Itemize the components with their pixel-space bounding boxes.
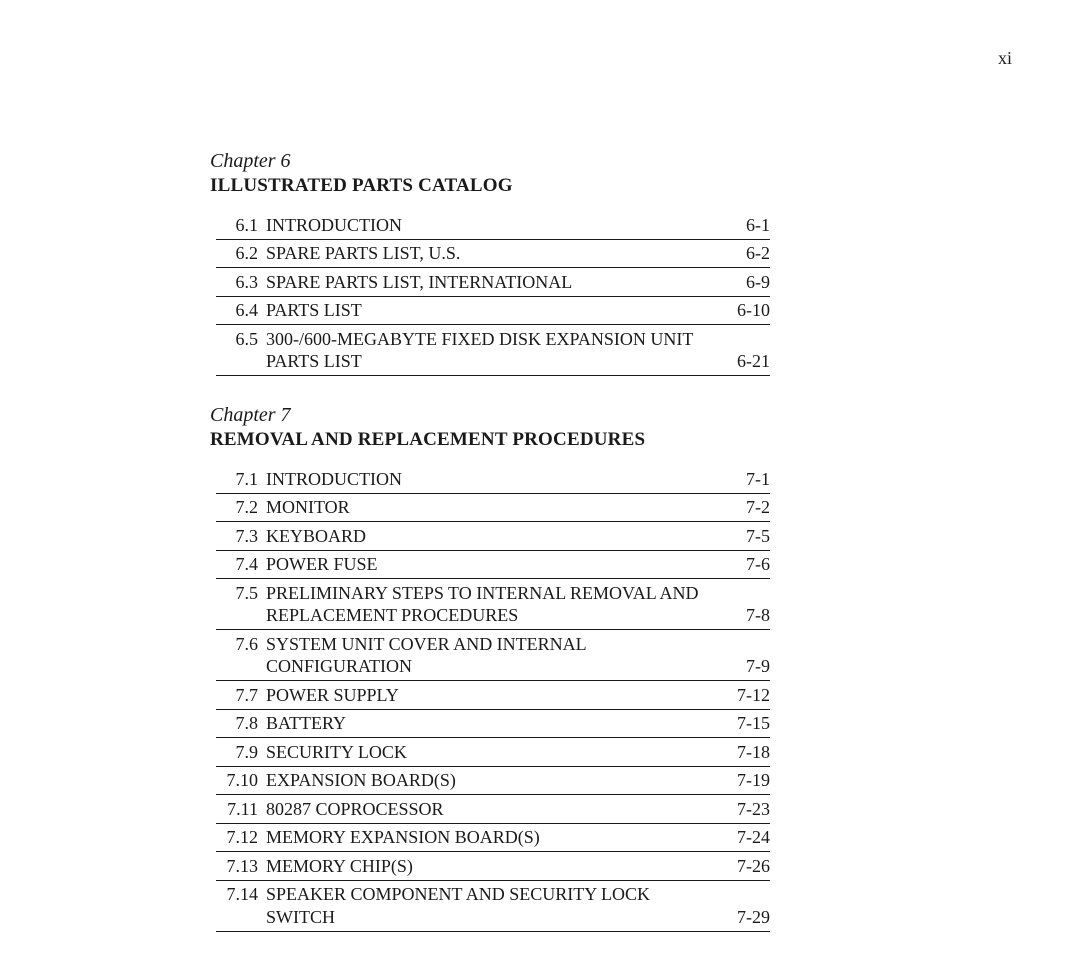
toc-entry-page: 7-5 bbox=[720, 525, 770, 548]
toc-entry-page: 6-10 bbox=[720, 299, 770, 322]
toc-entry-number: 7.13 bbox=[216, 855, 266, 878]
toc-entry: 6.5 300-/600-MEGABYTE FIXED DISK EXPANSI… bbox=[216, 325, 770, 376]
toc-entry: 6.2 SPARE PARTS LIST, U.S. 6-2 bbox=[216, 240, 770, 269]
toc-entry-title: POWER FUSE bbox=[266, 553, 720, 576]
toc-entry-page: 7-8 bbox=[720, 604, 770, 627]
toc-entry: 7.3 KEYBOARD 7-5 bbox=[216, 522, 770, 551]
toc-entry-title: INTRODUCTION bbox=[266, 214, 720, 237]
toc-entry-page: 6-9 bbox=[720, 271, 770, 294]
toc-entry-page: 7-23 bbox=[720, 798, 770, 821]
toc-entry-number: 6.2 bbox=[216, 242, 266, 265]
toc-entry-title: 80287 COPROCESSOR bbox=[266, 798, 720, 821]
toc-entry-page: 7-29 bbox=[720, 906, 770, 929]
toc-entry-number: 7.2 bbox=[216, 496, 266, 519]
toc-entry: 7.5 PRELIMINARY STEPS TO INTERNAL REMOVA… bbox=[216, 579, 770, 630]
toc-entry-page: 7-6 bbox=[720, 553, 770, 576]
chapter-label: Chapter 6 bbox=[210, 150, 770, 173]
toc-entry-number: 7.14 bbox=[216, 883, 266, 906]
toc-entry: 6.4 PARTS LIST 6-10 bbox=[216, 297, 770, 326]
toc-entry: 7.7 POWER SUPPLY 7-12 bbox=[216, 681, 770, 710]
page-number: xi bbox=[998, 48, 1012, 69]
toc-entry-page: 6-21 bbox=[720, 350, 770, 373]
chapter-label: Chapter 7 bbox=[210, 404, 770, 427]
toc-entry: 7.9 SECURITY LOCK 7-18 bbox=[216, 738, 770, 767]
toc-entry-page: 7-24 bbox=[720, 826, 770, 849]
toc-entry-number: 7.4 bbox=[216, 553, 266, 576]
toc-entry: 7.11 80287 COPROCESSOR 7-23 bbox=[216, 795, 770, 824]
toc-entry-number: 7.3 bbox=[216, 525, 266, 548]
toc-entry-page: 7-18 bbox=[720, 741, 770, 764]
toc-entry: 7.12 MEMORY EXPANSION BOARD(S) 7-24 bbox=[216, 824, 770, 853]
chapter-title: REMOVAL AND REPLACEMENT PROCEDURES bbox=[210, 429, 770, 451]
chapter-title: ILLUSTRATED PARTS CATALOG bbox=[210, 175, 770, 197]
toc-entry-title: MEMORY EXPANSION BOARD(S) bbox=[266, 826, 720, 849]
toc-entry-title: PARTS LIST bbox=[266, 299, 720, 322]
toc-entry-page: 7-1 bbox=[720, 468, 770, 491]
toc-entry-title: MONITOR bbox=[266, 496, 720, 519]
toc-entry-number: 6.5 bbox=[216, 328, 266, 351]
toc-entry-number: 6.4 bbox=[216, 299, 266, 322]
toc-entry-number: 7.10 bbox=[216, 769, 266, 792]
toc-entry-page: 7-9 bbox=[720, 655, 770, 678]
toc-entry-number: 6.1 bbox=[216, 214, 266, 237]
toc-entry-number: 7.8 bbox=[216, 712, 266, 735]
toc-entry: 7.6 SYSTEM UNIT COVER AND INTERNAL CONFI… bbox=[216, 630, 770, 681]
toc-list: 7.1 INTRODUCTION 7-1 7.2 MONITOR 7-2 7.3… bbox=[216, 465, 770, 932]
toc-entry: 7.13 MEMORY CHIP(S) 7-26 bbox=[216, 852, 770, 881]
toc-entry-number: 7.1 bbox=[216, 468, 266, 491]
chapter-block: Chapter 6 ILLUSTRATED PARTS CATALOG 6.1 … bbox=[210, 150, 770, 376]
chapter-block: Chapter 7 REMOVAL AND REPLACEMENT PROCED… bbox=[210, 404, 770, 932]
toc-entry-page: 6-1 bbox=[720, 214, 770, 237]
toc-entry: 7.10 EXPANSION BOARD(S) 7-19 bbox=[216, 767, 770, 796]
toc-entry-number: 7.12 bbox=[216, 826, 266, 849]
toc-entry-title: SECURITY LOCK bbox=[266, 741, 720, 764]
toc-entry: 6.1 INTRODUCTION 6-1 bbox=[216, 211, 770, 240]
toc-entry-page: 6-2 bbox=[720, 242, 770, 265]
toc-entry-title: KEYBOARD bbox=[266, 525, 720, 548]
toc-entry-title: PRELIMINARY STEPS TO INTERNAL REMOVAL AN… bbox=[266, 582, 720, 627]
toc-entry-title: SYSTEM UNIT COVER AND INTERNAL CONFIGURA… bbox=[266, 633, 720, 678]
toc-entry-page: 7-26 bbox=[720, 855, 770, 878]
toc-entry: 7.2 MONITOR 7-2 bbox=[216, 494, 770, 523]
toc-entry-title: INTRODUCTION bbox=[266, 468, 720, 491]
toc-entry-page: 7-12 bbox=[720, 684, 770, 707]
toc-entry-title: SPARE PARTS LIST, U.S. bbox=[266, 242, 720, 265]
toc-entry-number: 7.6 bbox=[216, 633, 266, 656]
document-page: xi Chapter 6 ILLUSTRATED PARTS CATALOG 6… bbox=[0, 0, 1080, 894]
toc-entry-title: MEMORY CHIP(S) bbox=[266, 855, 720, 878]
toc-entry-number: 7.9 bbox=[216, 741, 266, 764]
toc-entry-page: 7-2 bbox=[720, 496, 770, 519]
toc-entry-number: 7.11 bbox=[216, 798, 266, 821]
toc-list: 6.1 INTRODUCTION 6-1 6.2 SPARE PARTS LIS… bbox=[216, 211, 770, 376]
toc-entry-number: 7.5 bbox=[216, 582, 266, 605]
toc-entry-title: SPARE PARTS LIST, INTERNATIONAL bbox=[266, 271, 720, 294]
toc-entry-title: 300-/600-MEGABYTE FIXED DISK EXPANSION U… bbox=[266, 328, 720, 373]
toc-entry-title: POWER SUPPLY bbox=[266, 684, 720, 707]
toc-entry-page: 7-15 bbox=[720, 712, 770, 735]
toc-entry-number: 7.7 bbox=[216, 684, 266, 707]
toc-entry: 7.14 SPEAKER COMPONENT AND SECURITY LOCK… bbox=[216, 881, 770, 932]
toc-content: Chapter 6 ILLUSTRATED PARTS CATALOG 6.1 … bbox=[210, 150, 770, 960]
toc-entry-number: 6.3 bbox=[216, 271, 266, 294]
toc-entry: 7.1 INTRODUCTION 7-1 bbox=[216, 465, 770, 494]
toc-entry-page: 7-19 bbox=[720, 769, 770, 792]
toc-entry: 6.3 SPARE PARTS LIST, INTERNATIONAL 6-9 bbox=[216, 268, 770, 297]
toc-entry-title: EXPANSION BOARD(S) bbox=[266, 769, 720, 792]
toc-entry-title: BATTERY bbox=[266, 712, 720, 735]
toc-entry-title: SPEAKER COMPONENT AND SECURITY LOCK SWIT… bbox=[266, 883, 720, 928]
toc-entry: 7.8 BATTERY 7-15 bbox=[216, 710, 770, 739]
toc-entry: 7.4 POWER FUSE 7-6 bbox=[216, 551, 770, 580]
